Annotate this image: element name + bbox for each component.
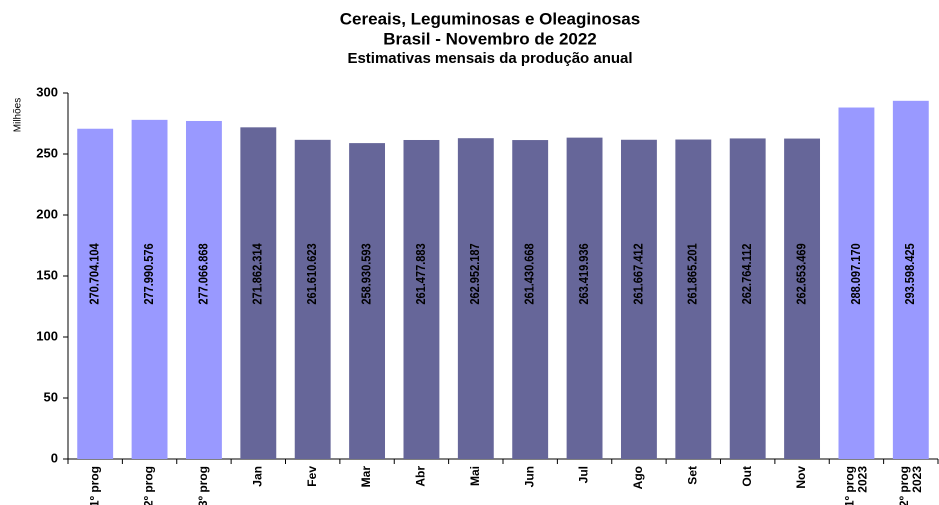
chart-subtitle: Estimativas mensais da produção anual xyxy=(347,50,632,67)
bar xyxy=(349,143,386,459)
x-tick-label: 2º prog xyxy=(142,466,156,505)
chart-title: Cereais, Leguminosas e Oleaginosas xyxy=(340,9,640,28)
value-label: 262.764.112 xyxy=(739,243,754,304)
value-label: 258.930.593 xyxy=(359,243,374,305)
bar xyxy=(729,138,766,459)
x-tick-label: Abr xyxy=(414,466,428,487)
x-tick-label: Set xyxy=(685,466,699,485)
value-label: 262.952.187 xyxy=(467,243,482,305)
value-label: 261.667.412 xyxy=(631,243,646,305)
x-tick-label: Mar xyxy=(359,466,373,488)
x-tick-label: Jul xyxy=(577,466,591,483)
bar xyxy=(294,139,331,460)
x-tick-label: Fev xyxy=(305,466,319,487)
bar xyxy=(784,138,821,459)
y-tick-label: 250 xyxy=(36,145,58,160)
x-tick-label: 1º prog 2023 xyxy=(843,466,870,505)
bar xyxy=(838,107,875,459)
bar xyxy=(892,100,929,459)
value-label: 262.653.469 xyxy=(794,243,809,305)
bar xyxy=(131,119,168,459)
bar xyxy=(240,127,277,460)
y-tick-label: 50 xyxy=(44,389,58,404)
value-label: 270.704.104 xyxy=(87,243,102,305)
y-tick-label: 150 xyxy=(36,267,58,282)
x-tick-label: 1º prog xyxy=(87,466,101,505)
value-label: 277.990.576 xyxy=(141,243,156,305)
bar xyxy=(620,139,657,460)
bar xyxy=(185,120,222,459)
value-label: 263.419.936 xyxy=(576,243,591,305)
value-label: 261.865.201 xyxy=(685,243,700,305)
value-label: 271.862.314 xyxy=(250,243,265,305)
bar xyxy=(512,140,549,460)
x-tick-label: Mai xyxy=(468,466,482,486)
value-label: 261.610.623 xyxy=(304,243,319,305)
bar xyxy=(675,139,712,459)
value-label: 277.066.868 xyxy=(196,243,211,305)
x-tick-label: Ago xyxy=(631,466,645,489)
value-label: 293.598.425 xyxy=(902,243,917,305)
x-tick-label: 3º prog xyxy=(196,466,210,505)
x-tick-label: 2º prog 2023 xyxy=(897,466,924,505)
x-tick-label: Out xyxy=(740,466,754,487)
chart-subtitle: Brasil - Novembro de 2022 xyxy=(383,29,597,48)
x-tick-label: Nov xyxy=(794,466,808,489)
y-axis-label: Milhões xyxy=(13,98,24,132)
x-tick-label: Jan xyxy=(250,466,264,487)
value-label: 261.430.668 xyxy=(522,243,537,305)
bar xyxy=(566,137,603,459)
y-tick-label: 100 xyxy=(36,328,58,343)
bar xyxy=(77,128,114,459)
y-tick-label: 300 xyxy=(36,84,58,99)
y-tick-label: 0 xyxy=(51,450,58,465)
bar xyxy=(403,139,440,459)
bar xyxy=(457,138,494,459)
value-label: 261.477.883 xyxy=(413,243,428,305)
x-tick-label: Jun xyxy=(522,466,536,487)
value-label: 288.097.170 xyxy=(848,243,863,305)
y-tick-label: 200 xyxy=(36,206,58,221)
